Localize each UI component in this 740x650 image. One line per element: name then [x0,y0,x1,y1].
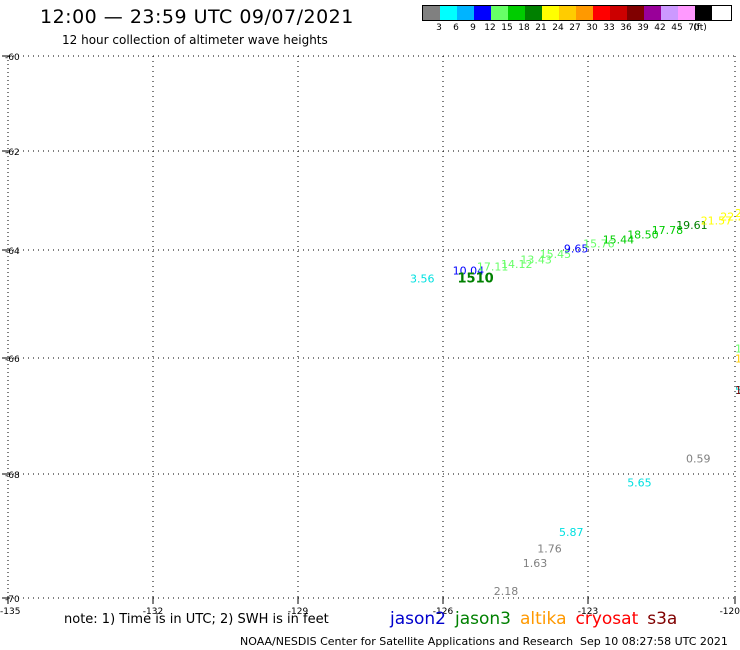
legend-label: 15 [501,23,513,33]
legend-label: 70 [688,23,700,33]
wave-height-label: 18.50 [627,229,659,242]
legend-swatch [423,6,440,20]
wave-height-label: 5.10 [735,384,740,397]
legend-swatch [440,6,457,20]
page-subtitle: 12 hour collection of altimeter wave hei… [62,33,328,47]
legend-label: (ft) [693,23,707,33]
wave-height-label: 10.04 [453,264,485,277]
wave-height-label: 2.18 [494,585,519,598]
wave-height-label: 0.59 [686,452,711,465]
page-title: 12:00 — 23:59 UTC 09/07/2021 [40,6,354,28]
legend-swatch [542,6,559,20]
legend-label: 3 [436,23,442,33]
wave-height-label: 1.63 [523,557,548,570]
satellite-legend-item: cryosat [575,609,639,629]
wave-height-label: 5.87 [559,526,584,539]
legend-swatch [457,6,474,20]
wave-height-label: 15.76 [583,238,615,251]
footer-credit: NOAA/NESDIS Center for Satellite Applica… [240,635,574,648]
legend-label: 12 [484,23,496,33]
satellite-legend: jason2 jason3 altika cryosat s3a [390,609,686,629]
lat-tick-label: -70 [5,595,20,605]
lat-tick-label: -68 [5,471,20,481]
legend-swatch [627,6,644,20]
lon-tick-label: -135 [0,607,20,617]
legend-label: 30 [586,23,598,33]
grid-lines [7,55,736,600]
legend-swatch [508,6,525,20]
lat-tick-label: -64 [5,247,20,257]
legend-swatch [695,6,712,20]
legend-label: 33 [603,23,615,33]
legend-label: 9 [470,23,476,33]
lon-tick-label: -126 [433,607,454,617]
wave-height-label: 9.65 [564,243,589,256]
wave-height-label: 1.76 [537,543,562,556]
wave-height-label: 21.57 [701,214,733,227]
legend-label: 42 [654,23,666,33]
legend-label: 45 [671,23,683,33]
satellite-legend-item: jason3 [455,609,511,629]
color-legend-labels: 3 6 9 12 15 18 21 24 27 30 33 36 39 42 45 70 (ft) [422,21,732,33]
legend-label: 27 [569,23,581,33]
legend-label: 18 [518,23,530,33]
color-legend: 3 6 9 12 15 18 21 24 27 30 33 36 39 42 45 70 (ft) [422,5,732,33]
legend-swatch [559,6,576,20]
legend-swatch [525,6,542,20]
wave-height-label: 13.43 [520,254,552,267]
footer-timestamp: Sep 10 08:27:58 UTC 2021 [580,635,728,648]
wave-height-label: 5.65 [627,476,652,489]
wave-height-label: 1510 [458,271,494,286]
legend-label: 24 [552,23,564,33]
legend-swatch [593,6,610,20]
legend-swatch [491,6,508,20]
wave-height-label: 17.78 [652,224,684,237]
satellite-legend-item: jason2 [390,609,446,629]
wave-height-label: 15.45 [540,248,572,261]
lat-tick-label: -62 [5,148,20,158]
legend-label: 39 [637,23,649,33]
legend-swatch [610,6,627,20]
wave-height-observations: 3.5610.04151017.1114.1213.4315.459.6515.… [410,207,740,598]
wave-height-label: 1. [735,343,740,356]
lon-tick-label: -120 [720,607,740,617]
legend-swatch [474,6,491,20]
legend-swatch [678,6,695,20]
legend-swatch [644,6,661,20]
lon-tick-label: -132 [143,607,163,617]
lon-tick-label: -129 [288,607,309,617]
legend-swatch [576,6,593,20]
lon-tick-label: -123 [578,607,598,617]
wave-height-label: 21.7 [735,207,740,220]
color-legend-swatches [422,5,732,21]
wave-height-label: 3.56 [410,272,435,285]
wave-height-label: 19.61 [676,219,708,232]
footer-note: note: 1) Time is in UTC; 2) SWH is in fe… [64,612,329,627]
legend-label: 21 [535,23,547,33]
wave-height-label: 14.12 [501,258,533,271]
legend-swatch [661,6,678,20]
legend-label: 36 [620,23,632,33]
lat-tick-label: -60 [5,53,20,63]
legend-label: 6 [453,23,459,33]
satellite-legend-item: s3a [647,609,678,629]
wave-height-label: 22.21 [720,210,740,223]
wave-height-label: 1.9 [735,353,740,366]
wave-height-label: 1 [735,384,740,397]
lat-tick-label: -66 [5,355,20,365]
wave-height-label: 17.11 [477,261,509,274]
wave-height-label: 15.44 [603,234,635,247]
axis-ticks: -60 -62 -64 -66 -68 -70 -135 -132 -129 -126 -123 -1… [0,53,740,617]
satellite-legend-item: altika [520,609,567,629]
